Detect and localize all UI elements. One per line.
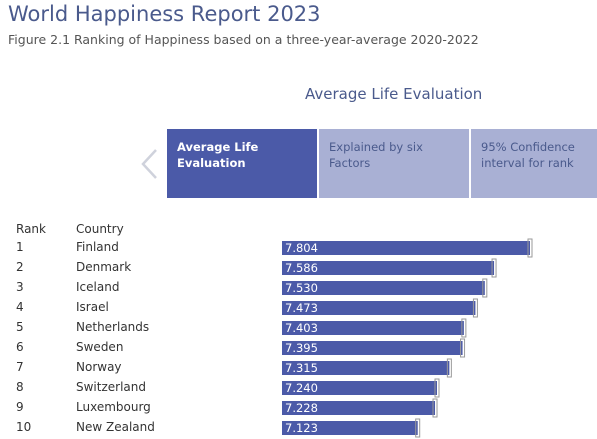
rank-cell: 8 [16, 380, 24, 394]
tab-average-life-evaluation[interactable]: Average Life Evaluation [167, 129, 317, 198]
section-title: Average Life Evaluation [305, 85, 483, 103]
country-cell: Netherlands [76, 320, 150, 334]
country-cell: Iceland [76, 280, 120, 294]
rank-column-header: Rank [16, 222, 46, 236]
country-cell: Israel [76, 300, 109, 314]
country-cell: Sweden [76, 340, 124, 354]
country-cell: Finland [76, 240, 119, 254]
tab-bar: Average Life Evaluation Explained by six… [167, 129, 597, 198]
rank-cell: 1 [16, 240, 24, 254]
page-subtitle: Figure 2.1 Ranking of Happiness based on… [8, 32, 479, 47]
country-cell: Norway [76, 360, 122, 374]
country-cell: New Zealand [76, 420, 155, 434]
tab-explained-by-six-factors[interactable]: Explained by six Factors [319, 129, 469, 198]
country-cell: Luxembourg [76, 400, 151, 414]
rank-cell: 2 [16, 260, 24, 274]
tab-confidence-interval[interactable]: 95% Confidence interval for rank [471, 129, 597, 198]
rank-cell: 7 [16, 360, 24, 374]
chevron-left-icon[interactable] [138, 146, 162, 182]
country-column-header: Country [76, 222, 124, 236]
country-cell: Denmark [76, 260, 132, 274]
rank-cell: 3 [16, 280, 24, 294]
page-title: World Happiness Report 2023 [8, 2, 321, 26]
rank-cell: 9 [16, 400, 24, 414]
rank-cell: 5 [16, 320, 24, 334]
rank-cell: 6 [16, 340, 24, 354]
country-cell: Switzerland [76, 380, 146, 394]
rank-cell: 10 [16, 420, 32, 434]
rank-cell: 4 [16, 300, 24, 314]
